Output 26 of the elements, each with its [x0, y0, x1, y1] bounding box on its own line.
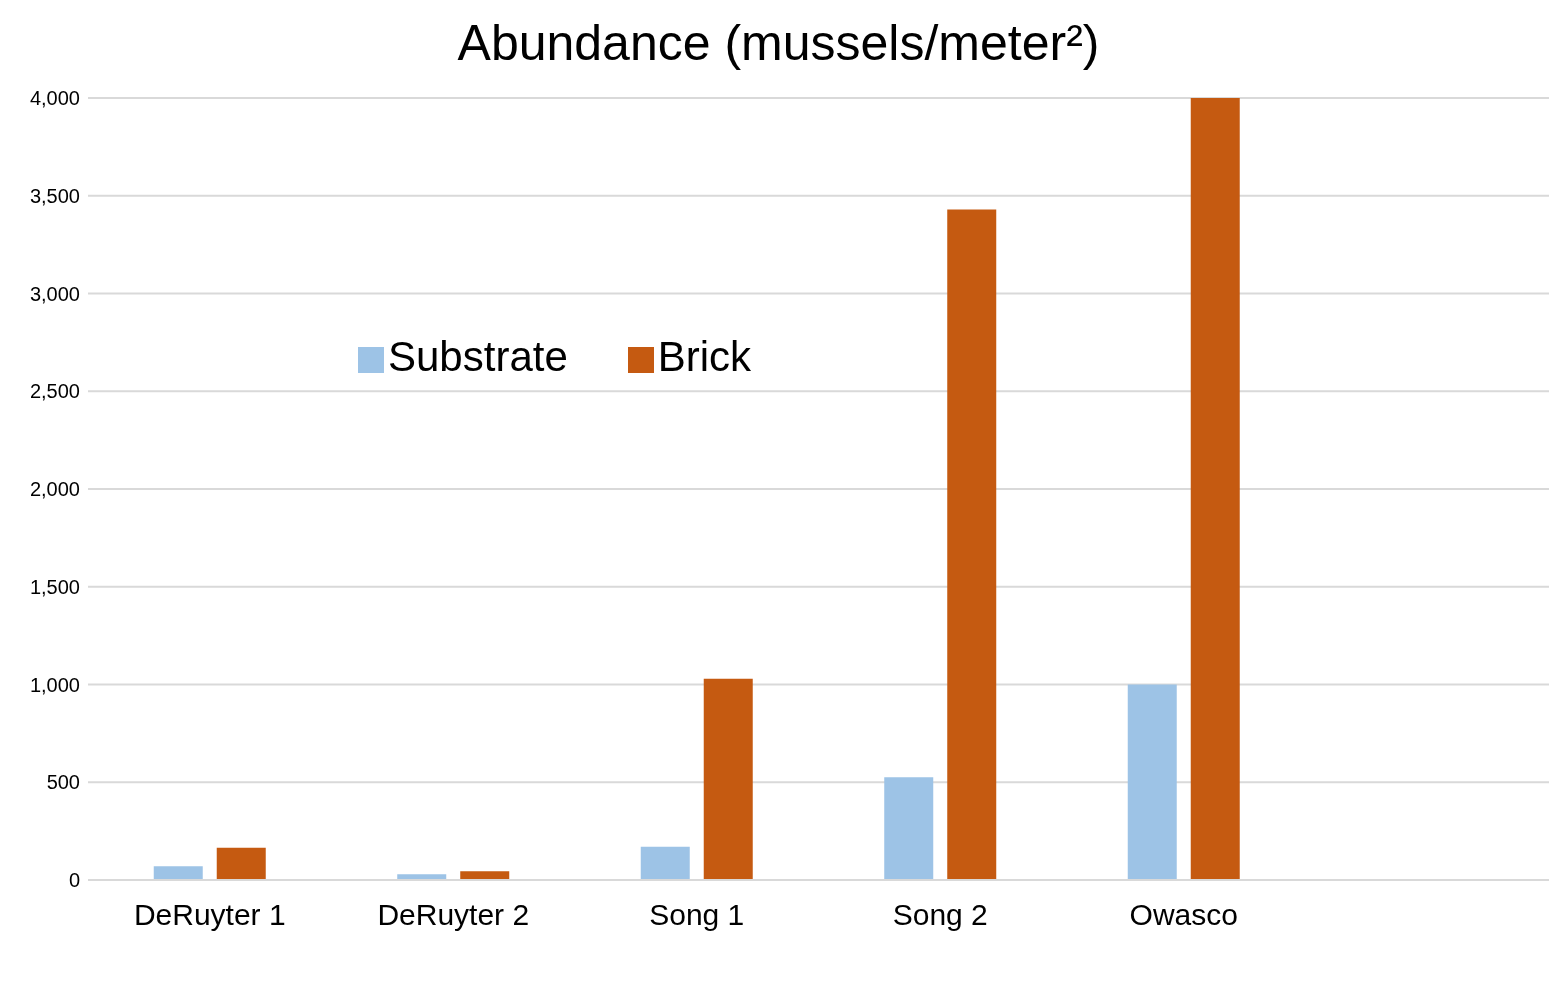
y-tick-label: 1,500 — [29, 575, 80, 598]
bar — [460, 871, 510, 880]
bar — [947, 209, 997, 880]
y-tick-label: 3,500 — [29, 184, 80, 207]
y-tick-label: 2,000 — [29, 478, 80, 501]
y-tick-label: 0 — [68, 869, 80, 892]
chart-title: Abundance (mussels/meter²) — [456, 14, 1101, 73]
legend-label: Substrate — [388, 333, 568, 380]
bar — [216, 847, 266, 880]
y-tick-label: 1,000 — [29, 673, 80, 696]
y-tick-label: 3,000 — [29, 282, 80, 305]
bar — [703, 678, 753, 880]
x-tick-label: DeRuyter 2 — [377, 898, 530, 932]
bar — [1127, 684, 1177, 880]
bar — [884, 777, 934, 880]
y-tick-label: 2,500 — [29, 380, 80, 403]
y-tick-label: 500 — [46, 771, 80, 794]
y-tick-label: 4,000 — [29, 87, 80, 110]
legend-label: Brick — [657, 333, 752, 380]
x-tick-label: Song 1 — [649, 898, 745, 932]
bar — [1190, 98, 1240, 880]
bar — [153, 866, 203, 880]
x-tick-label: DeRuyter 1 — [133, 898, 286, 932]
x-tick-label: Owasco — [1129, 898, 1238, 932]
x-tick-label: Song 2 — [892, 898, 988, 932]
bar — [640, 846, 690, 880]
